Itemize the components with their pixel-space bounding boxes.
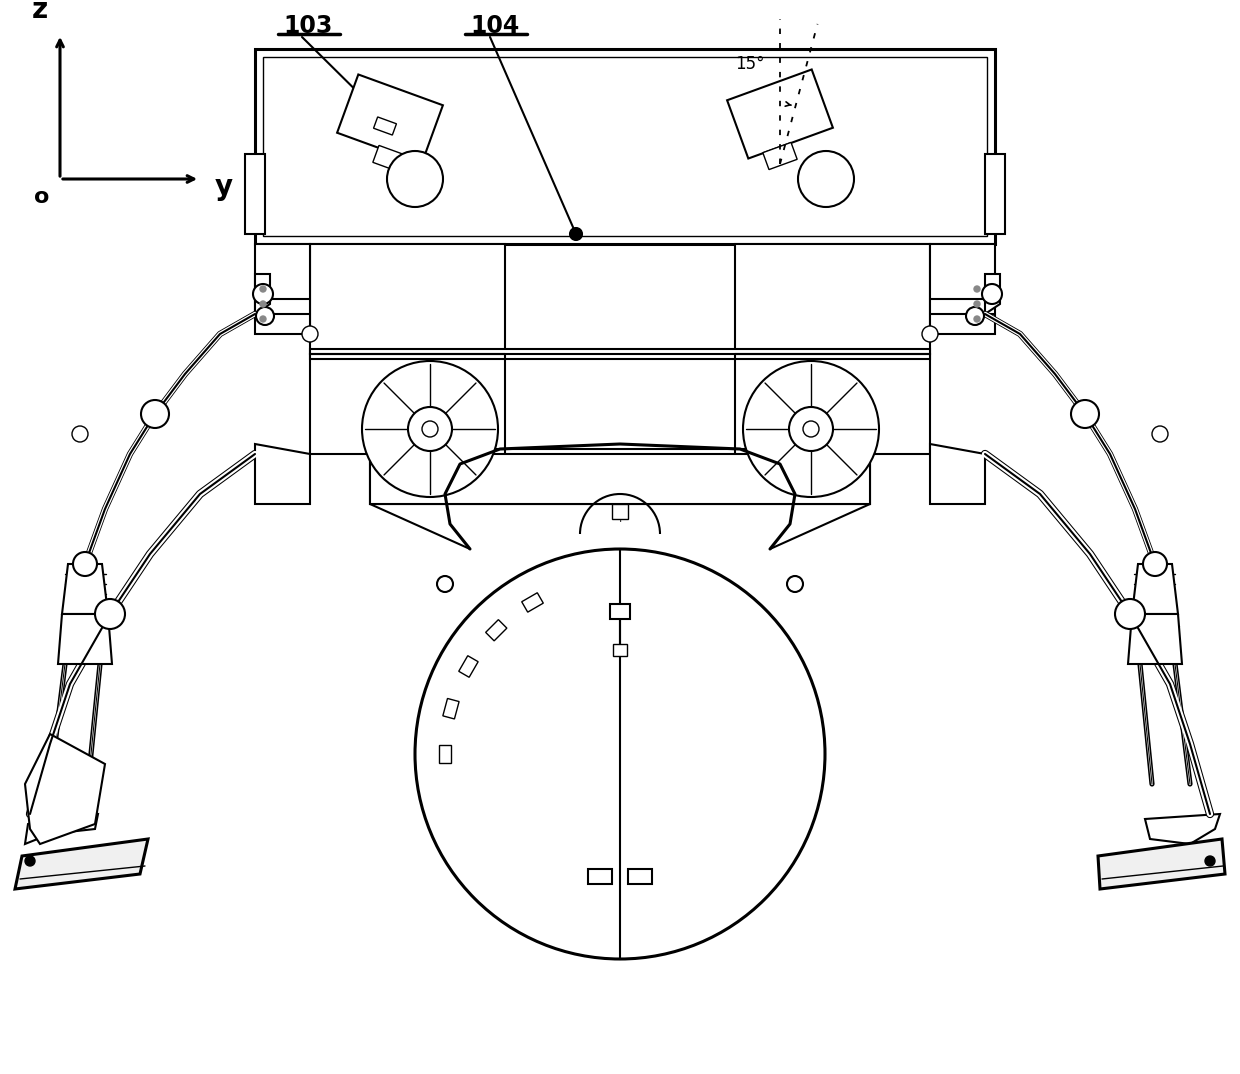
Circle shape: [303, 326, 317, 342]
Circle shape: [1152, 426, 1168, 442]
Text: 104: 104: [470, 14, 520, 38]
Polygon shape: [255, 274, 270, 314]
Circle shape: [253, 284, 273, 304]
Text: y: y: [215, 173, 233, 201]
Bar: [310, 354, 930, 454]
Circle shape: [255, 307, 274, 325]
Bar: [263, 57, 987, 236]
Circle shape: [72, 426, 88, 442]
Polygon shape: [373, 117, 397, 135]
Circle shape: [973, 316, 980, 322]
Circle shape: [1071, 400, 1099, 429]
Circle shape: [799, 151, 854, 207]
Polygon shape: [1145, 814, 1220, 844]
Bar: [930, 244, 994, 334]
Text: 103: 103: [283, 14, 332, 38]
Text: z: z: [32, 0, 48, 24]
Polygon shape: [763, 143, 797, 170]
Circle shape: [415, 549, 825, 959]
Circle shape: [141, 400, 169, 429]
Polygon shape: [588, 869, 613, 884]
Bar: [735, 244, 930, 354]
Circle shape: [436, 576, 453, 592]
Polygon shape: [337, 74, 443, 163]
Polygon shape: [613, 644, 627, 656]
Bar: [246, 154, 265, 234]
Bar: [310, 349, 930, 359]
Polygon shape: [15, 839, 148, 889]
Circle shape: [422, 421, 438, 437]
Polygon shape: [62, 564, 108, 614]
Polygon shape: [370, 454, 870, 504]
Bar: [370, 449, 870, 504]
Text: +: +: [615, 514, 625, 524]
Polygon shape: [373, 145, 407, 173]
Circle shape: [408, 407, 453, 451]
Circle shape: [73, 552, 97, 576]
Bar: [310, 244, 505, 354]
Circle shape: [982, 284, 1002, 304]
Circle shape: [966, 307, 985, 325]
Polygon shape: [1097, 839, 1225, 889]
Circle shape: [789, 407, 833, 451]
Circle shape: [362, 361, 498, 497]
Circle shape: [1115, 599, 1145, 629]
Circle shape: [570, 228, 582, 240]
Polygon shape: [255, 444, 310, 504]
Bar: [255, 49, 994, 244]
Polygon shape: [610, 604, 630, 619]
Circle shape: [1205, 856, 1215, 866]
Polygon shape: [613, 504, 627, 519]
Polygon shape: [727, 70, 833, 159]
Circle shape: [804, 421, 818, 437]
Circle shape: [1143, 552, 1167, 576]
Polygon shape: [1128, 614, 1182, 664]
Circle shape: [787, 576, 804, 592]
Circle shape: [260, 316, 267, 322]
Polygon shape: [627, 869, 652, 884]
Circle shape: [95, 599, 125, 629]
Text: o: o: [35, 187, 50, 207]
Circle shape: [387, 151, 443, 207]
Polygon shape: [930, 444, 985, 504]
Polygon shape: [486, 620, 507, 641]
Circle shape: [260, 301, 267, 307]
Polygon shape: [985, 274, 999, 314]
Polygon shape: [1132, 564, 1178, 614]
Polygon shape: [25, 734, 105, 844]
Text: 15°: 15°: [735, 55, 765, 73]
Polygon shape: [58, 614, 112, 664]
Bar: [255, 244, 310, 334]
Bar: [985, 154, 1004, 234]
Polygon shape: [25, 814, 98, 844]
Polygon shape: [522, 593, 543, 612]
Circle shape: [260, 286, 267, 292]
Polygon shape: [443, 698, 459, 719]
Polygon shape: [459, 656, 479, 678]
Polygon shape: [439, 745, 451, 763]
Circle shape: [923, 326, 937, 342]
Circle shape: [973, 301, 980, 307]
Circle shape: [25, 856, 35, 866]
Circle shape: [973, 286, 980, 292]
Circle shape: [743, 361, 879, 497]
